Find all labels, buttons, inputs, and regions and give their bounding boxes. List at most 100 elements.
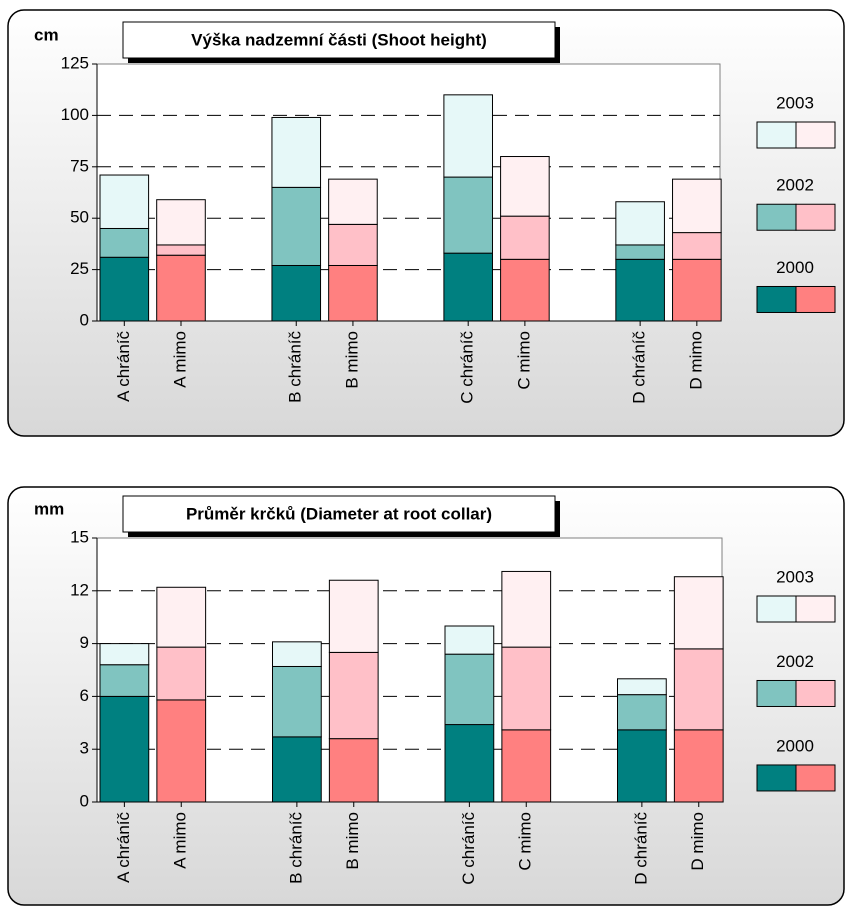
legend-swatch: [795, 764, 836, 792]
legend-label: 2000: [776, 258, 814, 277]
y-tick-label: 0: [80, 310, 89, 329]
legend-label: 2002: [776, 176, 814, 195]
y-tick-label: 12: [70, 580, 89, 599]
bar-segment: [444, 724, 495, 803]
x-tick-label: A chráníč: [114, 812, 133, 883]
bar-segment: [672, 258, 722, 322]
legend-swatch: [756, 595, 797, 623]
legend-swatch: [756, 764, 797, 792]
bar-segment: [328, 223, 378, 266]
y-tick-label: 9: [80, 633, 89, 652]
y-tick-label: 15: [70, 527, 89, 546]
x-tick-label: C mimo: [514, 331, 533, 390]
bar-segment: [672, 178, 722, 234]
bar-segment: [99, 174, 150, 229]
legend-swatch: [795, 203, 836, 231]
x-tick-label: A mimo: [170, 331, 189, 388]
x-tick-label: B mimo: [342, 331, 361, 389]
bar-segment: [501, 729, 552, 803]
bar-segment: [99, 695, 150, 803]
bar-segment: [272, 736, 322, 803]
x-tick-label: C chráníč: [458, 331, 477, 404]
legend-label: 2003: [776, 567, 814, 586]
y-tick-label: 125: [61, 53, 89, 72]
chart-title: Průměr krčků (Diameter at root collar): [186, 504, 492, 523]
legend-swatch: [756, 203, 797, 231]
title-box: [122, 21, 556, 59]
bar-segment: [443, 176, 493, 254]
bar-segment: [501, 570, 552, 648]
bar-segment: [272, 665, 322, 738]
y-tick-label: 50: [70, 208, 89, 227]
bar-segment: [500, 156, 550, 217]
bar-segment: [328, 651, 379, 740]
bar-segment: [444, 653, 495, 726]
bar-segment: [271, 264, 322, 322]
y-tick-label: 75: [70, 156, 89, 175]
bar-segment: [99, 643, 150, 666]
bar-segment: [156, 646, 207, 701]
x-tick-label: C chráníč: [459, 812, 478, 885]
bar-segment: [99, 256, 150, 322]
legend-swatch: [756, 121, 797, 149]
y-tick-label: 0: [80, 791, 89, 810]
bar-segment: [501, 646, 552, 731]
y-unit: mm: [34, 499, 64, 518]
x-tick-label: D mimo: [686, 331, 705, 390]
y-tick-label: 6: [80, 686, 89, 705]
bar-segment: [615, 258, 665, 322]
y-tick-label: 25: [70, 259, 89, 278]
bar-segment: [99, 664, 150, 697]
chart-title: Výška nadzemní části (Shoot height): [191, 30, 487, 49]
y-tick-label: 100: [61, 105, 89, 124]
x-tick-label: B mimo: [343, 812, 362, 870]
bar-segment: [99, 227, 150, 258]
bar-segment: [156, 699, 207, 803]
bar-segment: [443, 94, 493, 178]
bar-segment: [156, 199, 206, 246]
bar-segment: [673, 648, 724, 731]
bar-segment: [156, 254, 206, 322]
bar-segment: [328, 264, 378, 322]
bar-segment: [617, 694, 667, 731]
y-unit: cm: [34, 25, 59, 44]
bar-segment: [271, 116, 322, 188]
bar-segment: [673, 576, 724, 650]
x-tick-label: B chráníč: [286, 331, 305, 403]
bar-segment: [444, 625, 495, 655]
legend-label: 2003: [776, 93, 814, 112]
legend-label: 2002: [776, 652, 814, 671]
x-tick-label: A mimo: [171, 812, 190, 869]
bar-segment: [615, 201, 665, 246]
bar-segment: [500, 215, 550, 260]
bar-segment: [500, 258, 550, 322]
x-tick-label: B chráníč: [286, 812, 305, 884]
x-tick-label: D mimo: [688, 812, 707, 871]
legend-swatch: [795, 121, 836, 149]
legend-swatch: [795, 285, 836, 313]
bar-segment: [617, 729, 667, 803]
bar-segment: [617, 678, 667, 696]
bar-segment: [673, 729, 724, 803]
bar-segment: [272, 641, 322, 667]
bar-segment: [615, 244, 665, 260]
legend-swatch: [756, 679, 797, 707]
legend-swatch: [756, 285, 797, 313]
bar-segment: [156, 586, 207, 648]
x-tick-label: D chráníč: [630, 331, 649, 404]
bar-segment: [156, 244, 206, 256]
title-box: [122, 495, 556, 533]
bar-segment: [271, 186, 322, 266]
legend-swatch: [795, 679, 836, 707]
bar-segment: [443, 252, 493, 322]
bar-segment: [328, 579, 379, 653]
x-tick-label: D chráníč: [631, 812, 650, 885]
bar-segment: [328, 738, 379, 803]
legend-swatch: [795, 595, 836, 623]
bar-segment: [672, 232, 722, 260]
y-tick-label: 3: [80, 739, 89, 758]
x-tick-label: A chráníč: [114, 331, 133, 402]
bar-segment: [328, 178, 378, 225]
legend-label: 2000: [776, 736, 814, 755]
